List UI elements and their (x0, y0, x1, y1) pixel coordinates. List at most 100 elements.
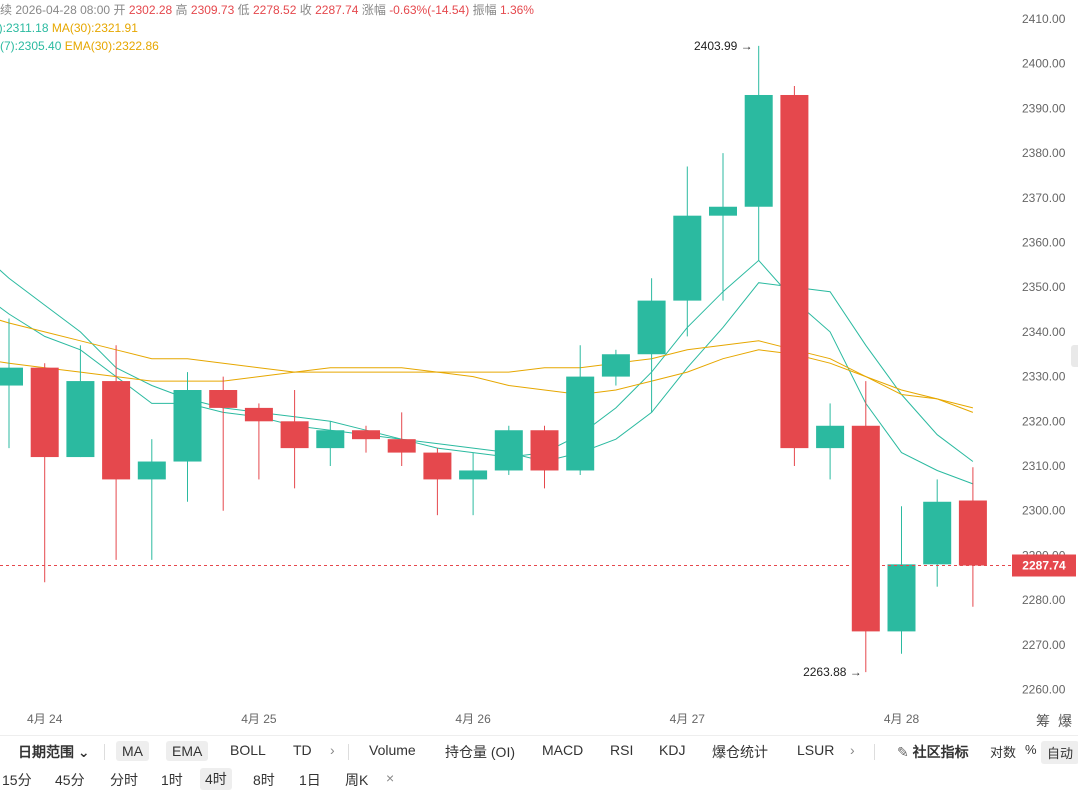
ma-button[interactable]: MA (116, 741, 149, 761)
kdj-button[interactable]: KDJ (659, 742, 686, 758)
candles (0, 45, 987, 673)
liquidation-stats-button[interactable]: 爆仓统计 (712, 744, 768, 760)
y-tick-label: 2260.00 (1022, 683, 1066, 697)
open-interest-button[interactable]: 持仓量 (OI) (445, 744, 515, 760)
x-tick-label: 4月 26 (455, 712, 491, 726)
high-label: 高 (175, 3, 188, 17)
ma7-value: 7):2311.18 (0, 21, 49, 35)
candle-body (387, 439, 416, 453)
interval-4h[interactable]: 4时 (200, 768, 232, 790)
chevron-right-icon[interactable]: › (850, 742, 855, 758)
chevron-right-icon[interactable]: › (330, 742, 335, 758)
x-tick-label: 4月 24 (27, 712, 63, 726)
candle-body (459, 470, 488, 480)
candlestick-chart[interactable]: 2260.002270.002280.002290.002300.002310.… (0, 0, 1078, 735)
y-tick-label: 2330.00 (1022, 370, 1066, 384)
candle-body (494, 430, 523, 471)
candle-body (780, 94, 809, 449)
candle-body (673, 215, 702, 301)
y-tick-label: 2340.00 (1022, 325, 1066, 339)
y-tick-label: 2400.00 (1022, 57, 1066, 71)
y-tick-label: 2390.00 (1022, 101, 1066, 115)
candle-body (244, 407, 273, 422)
candle-body (637, 300, 666, 355)
candle-body (209, 390, 238, 408)
ema-readout: A(7):2305.40 EMA(30):2322.86 (0, 38, 159, 54)
close-icon[interactable]: × (386, 770, 395, 786)
x-axis: 4月 24 4月 25 4月 26 4月 27 4月 28 筹爆 (27, 712, 1072, 730)
percent-scale-toggle[interactable]: % (1025, 742, 1037, 757)
close-value: 2287.74 (315, 3, 359, 17)
date-range-label: 日期范围 (18, 744, 74, 760)
candle-body (0, 367, 23, 386)
high-value: 2309.73 (190, 3, 235, 17)
candle-body (352, 430, 380, 440)
candle-body (744, 94, 773, 207)
y-tick-label: 2360.00 (1022, 236, 1066, 250)
amplitude-value: 1.36% (499, 3, 534, 17)
date-range-button[interactable]: 日期范围 ⌄ (18, 742, 90, 762)
interval-toolbar: 15分 45分 分时 1时 4时 8时 1日 周K × (0, 767, 1078, 790)
ema30-value: EMA(30):2322.86 (64, 39, 159, 53)
candle-body (530, 430, 559, 471)
candle-body (958, 500, 987, 566)
divider (104, 744, 105, 760)
chevron-down-icon: ⌄ (77, 744, 90, 760)
candle-body (816, 425, 845, 449)
y-tick-label: 2300.00 (1022, 504, 1066, 518)
x-tick-label: 4月 27 (670, 712, 706, 726)
open-label: 开 (113, 3, 126, 17)
y-tick-label: 2350.00 (1022, 280, 1066, 294)
candle-body (423, 452, 452, 480)
divider (874, 744, 875, 760)
ohlc-readout: 续 2026-04-28 08:00 开 2302.28 高 2309.73 低… (0, 2, 534, 18)
candle-body (66, 381, 95, 458)
macd-button[interactable]: MACD (542, 742, 584, 758)
interval-week[interactable]: 周K (345, 772, 369, 788)
candle-body (851, 425, 880, 632)
interval-1h[interactable]: 1时 (161, 772, 183, 788)
ema-button[interactable]: EMA (166, 741, 209, 761)
axis-side-label: 筹 (1036, 713, 1050, 730)
log-scale-toggle[interactable]: 对数 (990, 745, 1017, 760)
interval-1d[interactable]: 1日 (299, 772, 321, 788)
boll-button[interactable]: BOLL (230, 742, 266, 758)
lsur-button[interactable]: LSUR (797, 742, 835, 758)
indicator-lines (0, 259, 974, 485)
y-tick-label: 2280.00 (1022, 593, 1066, 607)
interval-timeshare[interactable]: 分时 (110, 772, 138, 788)
candle-body (709, 206, 737, 216)
candle-body (923, 501, 952, 565)
candle-body (601, 354, 630, 377)
interval-45m[interactable]: 45分 (55, 772, 85, 788)
indicator-line (0, 349, 974, 413)
candle-body (137, 461, 166, 480)
readout-lead: 续 (0, 3, 13, 17)
y-tick-label: 2320.00 (1022, 414, 1066, 428)
auto-scale-toggle[interactable]: 自动 (1041, 741, 1078, 764)
y-tick-label: 2380.00 (1022, 146, 1066, 160)
candle-body (280, 421, 309, 449)
interval-15m[interactable]: 15分 (2, 772, 32, 788)
y-tick-label: 2270.00 (1022, 638, 1066, 652)
ma-readout: 7):2311.18 MA(30):2321.91 (0, 20, 138, 36)
annotations: 2287.74 2403.99 → 2263.88 → (0, 39, 1076, 679)
community-indicators-label: 社区指标 (912, 744, 969, 760)
y-tick-label: 2310.00 (1022, 459, 1066, 473)
rsi-button[interactable]: RSI (610, 742, 634, 758)
amplitude-label: 振幅 (472, 3, 497, 17)
change-value: -0.63%(-14.54) (389, 3, 470, 17)
community-indicators-button[interactable]: ✎ 社区指标 (897, 742, 969, 762)
ma30-value: MA(30):2321.91 (51, 21, 138, 35)
open-value: 2302.28 (128, 3, 173, 17)
candle-body (887, 564, 916, 632)
y-tick-label: 2410.00 (1022, 12, 1066, 26)
td-button[interactable]: TD (293, 742, 312, 758)
side-collapse-tab[interactable] (1071, 345, 1078, 367)
y-tick-label: 2370.00 (1022, 191, 1066, 205)
interval-8h[interactable]: 8时 (253, 772, 275, 788)
candle-body (30, 367, 59, 458)
volume-button[interactable]: Volume (369, 742, 416, 758)
candle-body (316, 430, 345, 449)
high-price-annotation: 2403.99 → (694, 39, 753, 53)
